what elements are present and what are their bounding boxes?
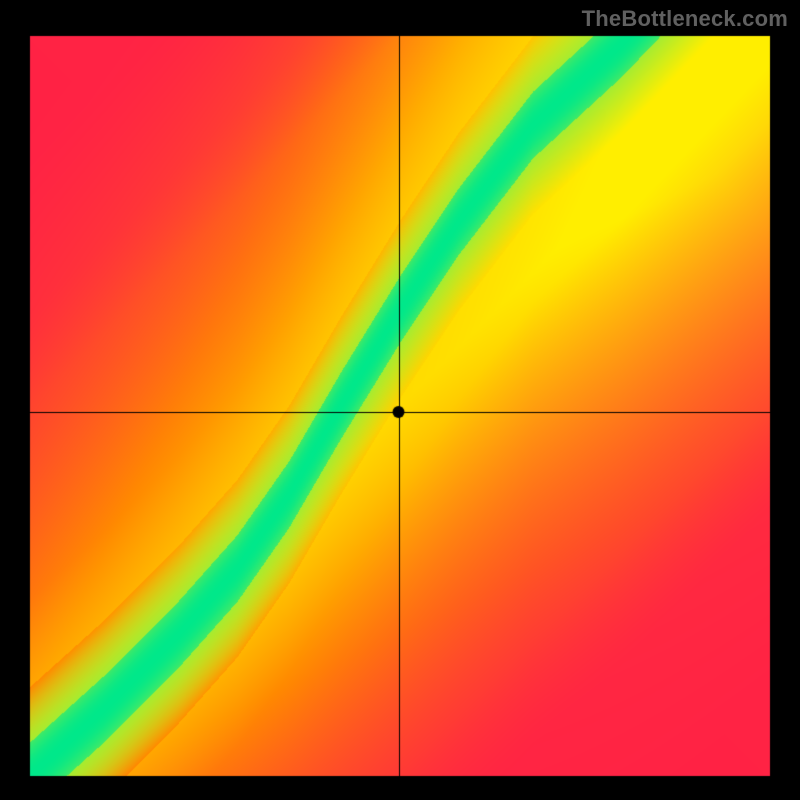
chart-container: TheBottleneck.com — [0, 0, 800, 800]
watermark-text: TheBottleneck.com — [582, 6, 788, 32]
bottleneck-heatmap — [0, 0, 800, 800]
